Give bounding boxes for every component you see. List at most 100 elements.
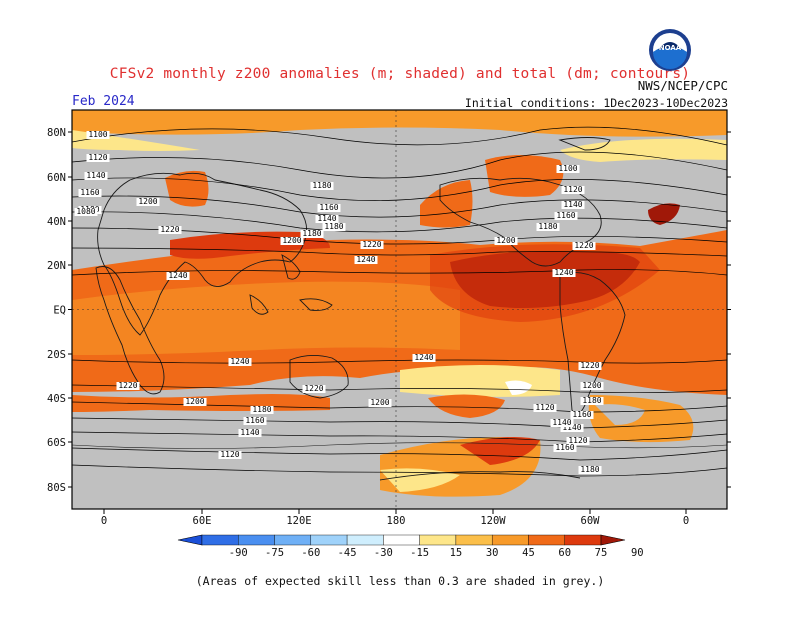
lon-label: 60E — [193, 515, 212, 527]
contour-label: 1180 — [578, 465, 602, 474]
contour-label: 1100 — [86, 130, 110, 139]
contour-label: 1220 — [578, 361, 602, 370]
contour-label: 1200 — [280, 236, 304, 245]
contour-label: 1160 — [554, 211, 578, 220]
colorbar-label: -75 — [265, 547, 284, 559]
lat-label: 80S — [47, 482, 66, 494]
colorbar-label: 90 — [631, 547, 644, 559]
colorbar-label: 30 — [486, 547, 499, 559]
contour-label: 1160 — [570, 410, 594, 419]
svg-text:1220: 1220 — [118, 381, 137, 390]
colorbar-label: 60 — [558, 547, 571, 559]
svg-text:1200: 1200 — [496, 236, 515, 245]
graticule — [72, 110, 727, 509]
contour-label: 1140 — [560, 423, 584, 432]
contour-label: 1180 — [322, 222, 346, 231]
antarctic-yellow — [380, 468, 460, 492]
svg-text:1080: 1080 — [76, 207, 95, 216]
colorbar-arrow-high — [600, 534, 626, 546]
contour-label: 1180 — [536, 222, 560, 231]
contour-label: 1160 — [317, 203, 341, 212]
colorbar-segment — [564, 534, 602, 546]
lat-label: 60S — [47, 437, 66, 449]
initial-conditions: Initial conditions: 1Dec2023-10Dec2023 — [464, 96, 728, 110]
contour-label: 1180 — [250, 405, 274, 414]
spac-orange — [428, 394, 505, 418]
svg-text:1160: 1160 — [80, 188, 99, 197]
colorbar-segment — [419, 534, 457, 546]
lon-label: 120W — [480, 515, 506, 527]
svg-text:1240: 1240 — [356, 255, 375, 264]
svg-text:1160: 1160 — [572, 410, 591, 419]
svg-text:1120: 1120 — [563, 185, 582, 194]
svg-text:1120: 1120 — [535, 403, 554, 412]
contour-label: 1200 — [494, 236, 518, 245]
svg-text:1140: 1140 — [317, 214, 336, 223]
svg-text:1220: 1220 — [574, 241, 593, 250]
colorbar-label: -15 — [410, 547, 429, 559]
contour-label: 1240 — [354, 255, 378, 264]
contour-label: 1120 — [218, 450, 242, 459]
contour-label: 1140 — [315, 214, 339, 223]
svg-text:1200: 1200 — [370, 398, 389, 407]
contour-label: 1220 — [116, 381, 140, 390]
spac-yellow — [400, 365, 560, 397]
svg-text:1160: 1160 — [245, 416, 264, 425]
svg-text:1100: 1100 — [558, 164, 577, 173]
svg-text:1220: 1220 — [160, 225, 179, 234]
svg-text:1140: 1140 — [240, 428, 259, 437]
svg-text:1180: 1180 — [538, 222, 557, 231]
contour-label: 1240 — [412, 353, 436, 362]
skill-footnote: (Areas of expected skill less than 0.3 a… — [195, 574, 605, 588]
contour-label: 1200 — [368, 398, 392, 407]
svg-text:1240: 1240 — [414, 353, 433, 362]
lon-label: 60W — [581, 515, 601, 527]
svg-text:1200: 1200 — [282, 236, 301, 245]
svg-text:1120: 1120 — [220, 450, 239, 459]
contour-label: 1100 — [556, 164, 580, 173]
contour-label: 1080 — [74, 207, 98, 216]
contour-label: 1220 — [302, 384, 326, 393]
lon-label: 0 — [683, 515, 689, 527]
lat-label: 60N — [47, 172, 66, 184]
colorbar-label: 15 — [450, 547, 463, 559]
svg-text:1180: 1180 — [324, 222, 343, 231]
contour-label: 1180 — [580, 396, 604, 405]
colorbar-label: 75 — [595, 547, 608, 559]
contour-label: 1120 — [533, 403, 557, 412]
colorbar-arrow-low — [177, 534, 203, 546]
noaa-logo: NOAA — [649, 29, 691, 71]
colorbar-label: 45 — [522, 547, 535, 559]
svg-text:1180: 1180 — [312, 181, 331, 190]
lat-label: EQ — [53, 305, 66, 317]
contour-label: 1160 — [78, 188, 102, 197]
svg-text:1200: 1200 — [138, 197, 157, 206]
contour-label: 1200 — [183, 397, 207, 406]
colorbar-segment — [528, 534, 565, 546]
svg-text:1220: 1220 — [580, 361, 599, 370]
contour-label: 1240 — [228, 357, 252, 366]
svg-text:1180: 1180 — [252, 405, 271, 414]
contour-label: 1220 — [572, 241, 596, 250]
contour-label: 1220 — [360, 240, 384, 249]
tropical-inner — [72, 281, 460, 355]
colorbar-label: -60 — [301, 547, 320, 559]
colorbar-label: -30 — [374, 547, 393, 559]
colorbar-segment — [346, 534, 384, 546]
lon-label: 0 — [101, 515, 107, 527]
contour-label: 1140 — [561, 200, 585, 209]
spac-white — [505, 380, 532, 395]
contour-label: 1200 — [580, 381, 604, 390]
svg-text:1140: 1140 — [86, 171, 105, 180]
colorbar-segment — [383, 534, 420, 546]
colorbar-segment — [491, 534, 529, 546]
latitude-axis: 80N 60N 40N 20N EQ 20S 40S 60S 80S — [47, 127, 731, 494]
agency-label: NWS/NCEP/CPC — [637, 78, 728, 93]
lat-label: 20N — [47, 260, 66, 272]
lon-label: 120E — [286, 515, 311, 527]
svg-text:1140: 1140 — [552, 418, 571, 427]
colorbar-label: -45 — [338, 547, 357, 559]
shaded-anomaly-field: 1100112011401160118012001220124012401220… — [72, 110, 727, 509]
contour-label-layer: 1100112011401160118012001220124012401220… — [74, 130, 604, 474]
